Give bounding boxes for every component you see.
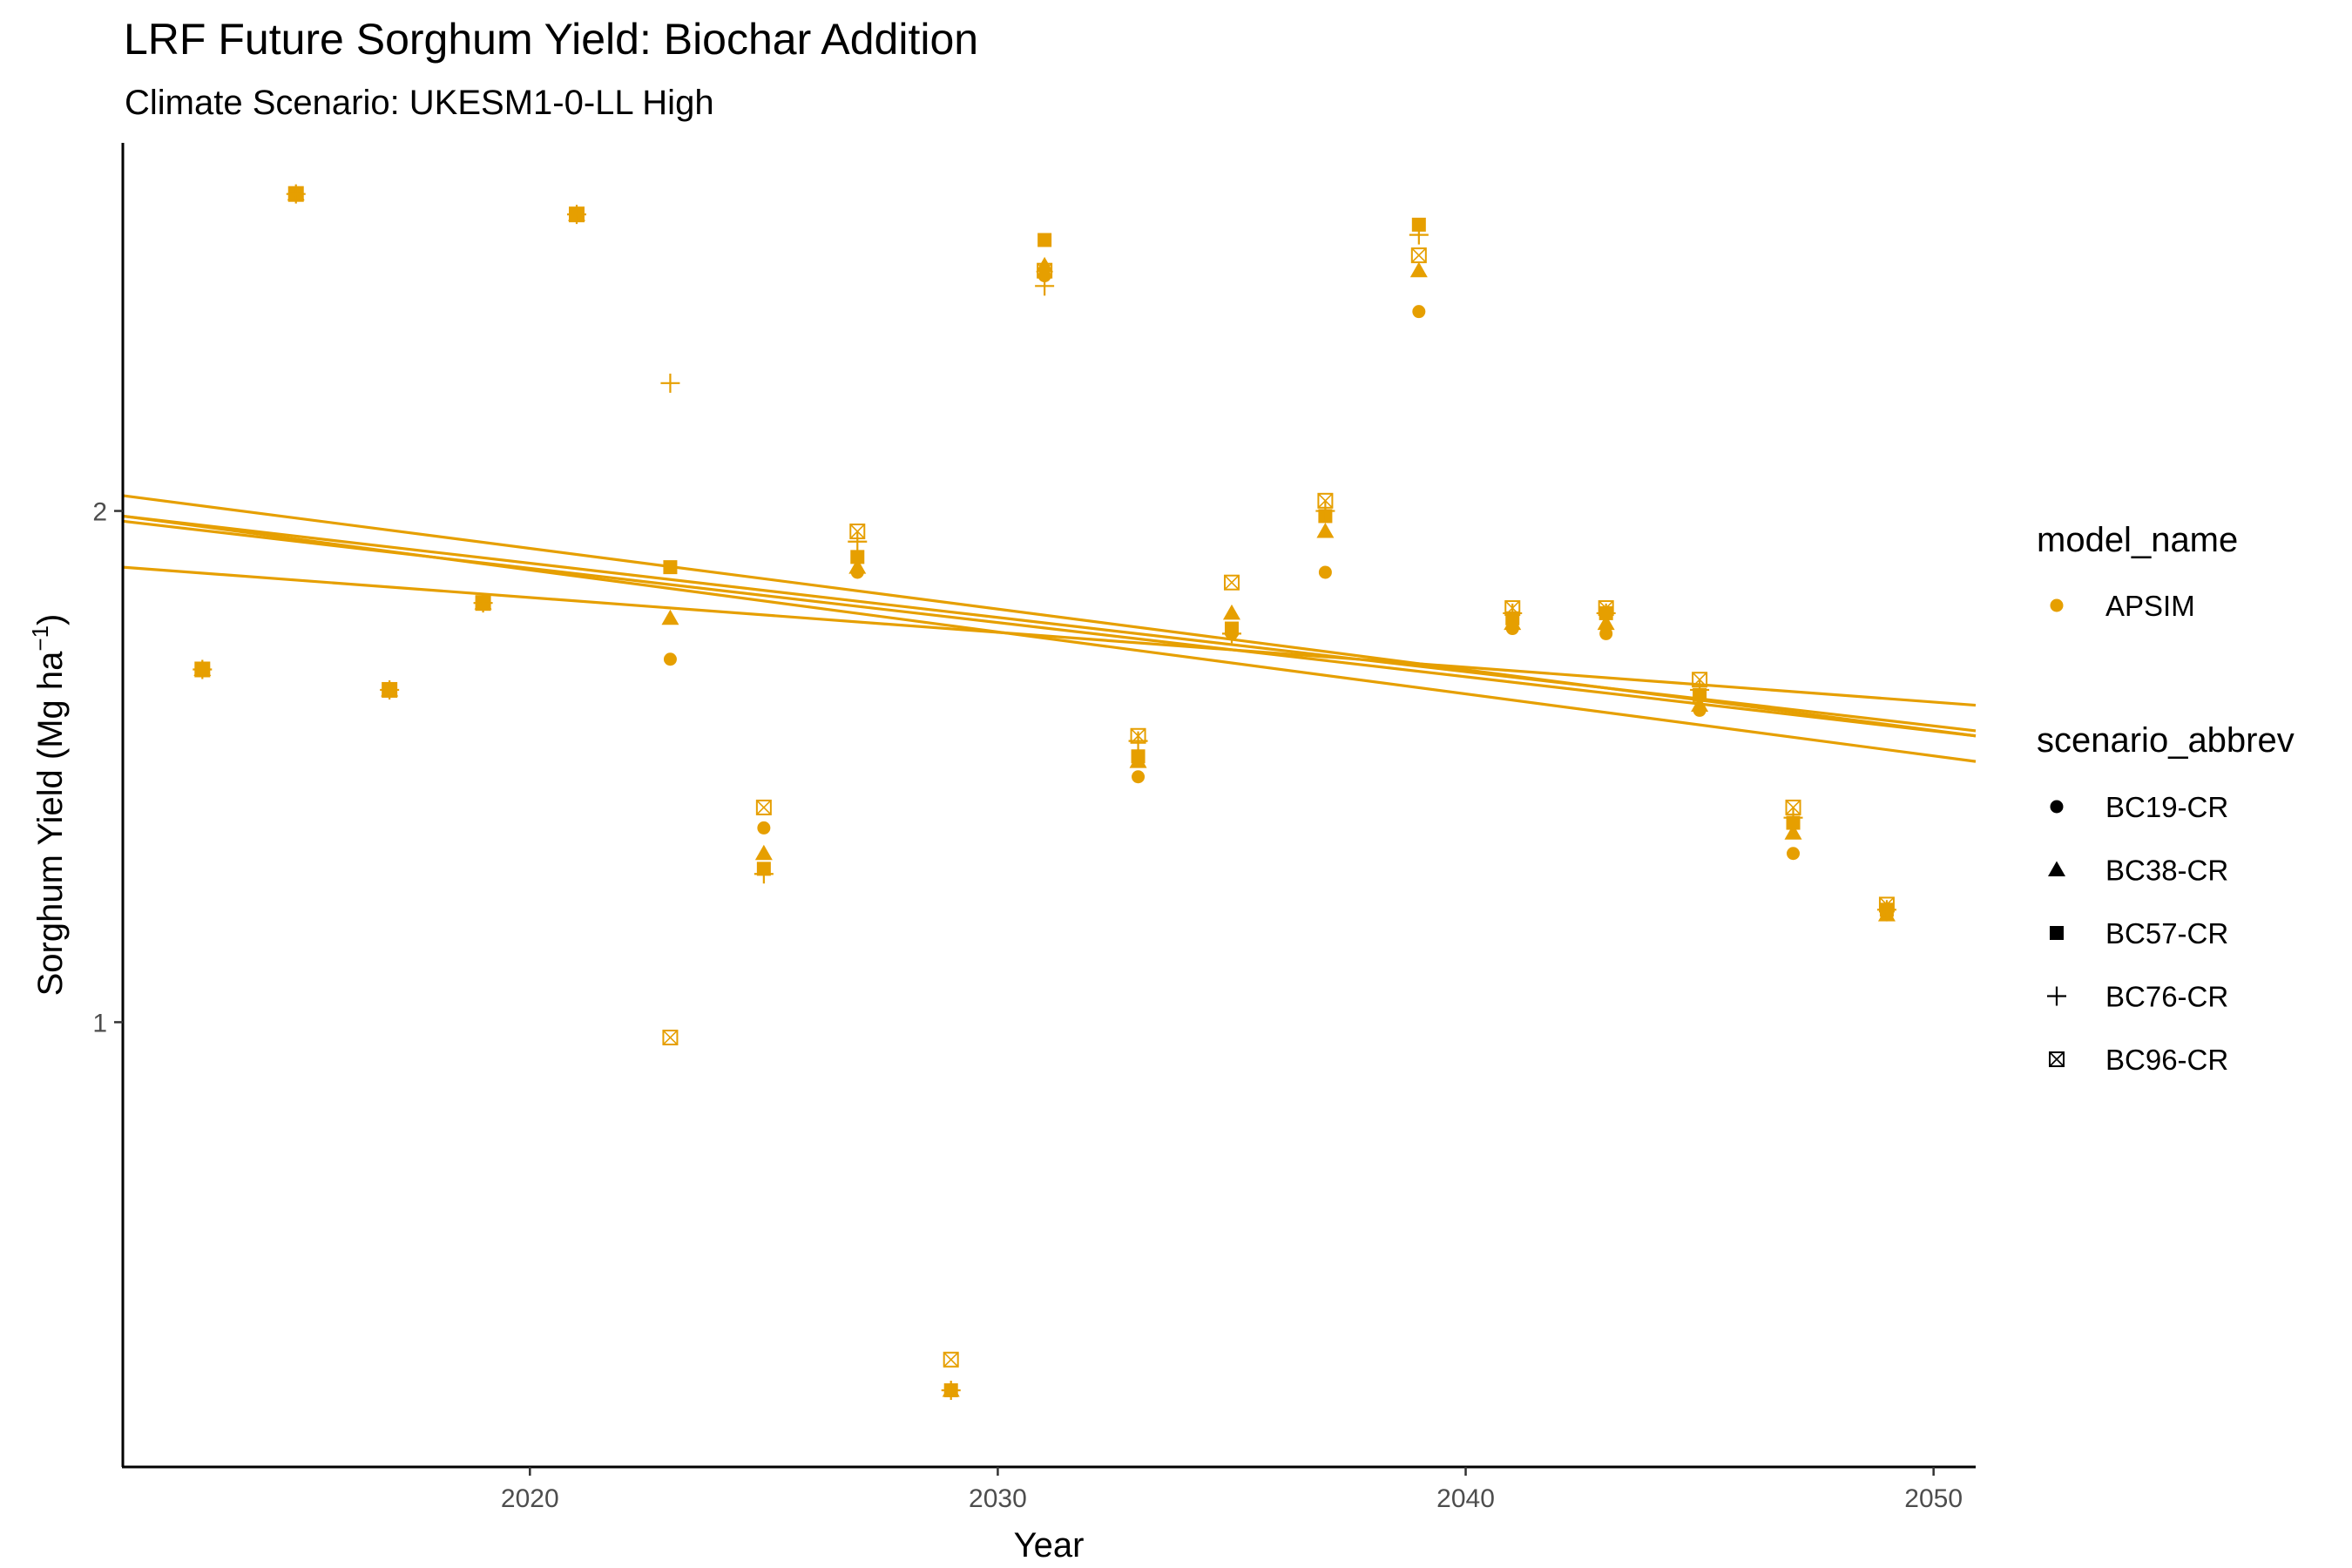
x-tick-label: 2050 (1904, 1484, 1963, 1513)
legend-scenario-abbrev: scenario_abbrev BC19-CR BC38-CR BC57-CR BC7… (2037, 721, 2295, 1076)
data-point-bc96-cr (849, 524, 866, 540)
y-tick-label: 2 (92, 498, 107, 527)
data-point-bc76-cr (1409, 225, 1429, 245)
legend-scenario-label: BC76-CR (2105, 981, 2228, 1013)
data-point-bc57-cr (1037, 233, 1052, 247)
y-axis-title-close: ) (31, 614, 70, 625)
data-point-bc96-cr (943, 1351, 959, 1368)
data-point-bc76-cr (1221, 624, 1241, 644)
data-point-bc96-cr (662, 1030, 679, 1046)
legend-scenario-key-bc57-cr (2050, 926, 2064, 940)
data-point-bc19-cr (1787, 847, 1801, 861)
y-axis-title: Sorghum Yield (Mg ha−1) (27, 614, 70, 997)
data-point-bc76-cr (1783, 808, 1803, 828)
data-point-bc19-cr (1412, 305, 1426, 319)
chart-subtitle: Climate Scenario: UKESM1-0-LL High (125, 84, 714, 122)
data-point-bc38-cr (1409, 261, 1428, 278)
data-point-bc96-cr (194, 661, 211, 678)
y-tick-label: 1 (92, 1009, 107, 1037)
y-axis-title-main: Sorghum Yield (Mg ha (31, 651, 70, 997)
data-point-bc76-cr (1690, 679, 1710, 700)
data-point-bc96-cr (1410, 247, 1427, 264)
data-point-bc96-cr (1692, 672, 1708, 688)
data-point-bc19-cr (1318, 565, 1332, 579)
legend-model-key (2050, 598, 2064, 612)
trend-line-5 (122, 565, 1977, 707)
x-tick-label: 2030 (969, 1484, 1027, 1513)
y-axis-ticks: 12 (92, 498, 123, 1037)
data-point-bc76-cr (754, 864, 774, 884)
data-point-bc38-cr (848, 558, 867, 574)
data-point-bc76-cr (941, 1380, 961, 1400)
data-point-bc76-cr (1315, 501, 1335, 521)
legend-scenario-label: BC96-CR (2105, 1044, 2228, 1076)
data-point-bc38-cr (1691, 696, 1709, 713)
data-point-bc38-cr (1222, 604, 1240, 620)
data-point-bc38-cr (661, 609, 679, 625)
data-point-bc19-cr (1599, 626, 1613, 640)
x-axis-title: Year (1014, 1526, 1085, 1565)
legend-scenario-title: scenario_abbrev (2037, 721, 2295, 760)
data-point-bc96-cr (1878, 896, 1895, 913)
legend-scenario-key-bc96-cr (2049, 1051, 2065, 1067)
legend-scenario-key-bc76-cr (2047, 986, 2066, 1006)
data-point-bc96-cr (569, 206, 585, 223)
data-point-bc38-cr (1784, 824, 1802, 840)
data-point-bc57-cr (1411, 217, 1426, 232)
data-point-bc96-cr (1037, 262, 1053, 279)
x-tick-label: 2040 (1436, 1484, 1495, 1513)
data-point-bc96-cr (1223, 574, 1240, 591)
data-point-bc96-cr (1130, 727, 1146, 744)
plot-area (122, 184, 1977, 1400)
legend-model-title: model_name (2037, 521, 2238, 559)
data-point-bc96-cr (1785, 799, 1801, 815)
trend-line-3 (122, 514, 1977, 733)
data-point-bc96-cr (287, 186, 304, 202)
legend-scenario-label: BC19-CR (2105, 791, 2228, 823)
legend-scenario-key-bc38-cr (2048, 861, 2065, 876)
legend-scenario-label: BC57-CR (2105, 917, 2228, 950)
data-point-bc38-cr (754, 844, 773, 861)
chart-title: LRF Future Sorghum Yield: Biochar Additi… (124, 15, 978, 64)
data-point-bc57-cr (1131, 749, 1146, 764)
data-point-bc96-cr (382, 681, 398, 698)
data-point-bc76-cr (660, 373, 680, 393)
data-point-bc57-cr (850, 550, 865, 564)
data-point-bc96-cr (475, 595, 491, 612)
x-axis-ticks: 2020 2030 2040 2050 (501, 1467, 1963, 1513)
data-point-bc19-cr (1037, 269, 1051, 283)
legend-model-name: model_name APSIM (2037, 521, 2238, 622)
legend-scenario-label: BC38-CR (2105, 855, 2228, 887)
data-point-bc96-cr (1598, 600, 1614, 617)
y-axis-title-sup: −1 (27, 625, 53, 652)
data-point-bc19-cr (663, 652, 677, 666)
data-point-bc96-cr (1317, 492, 1334, 509)
data-point-bc19-cr (1132, 770, 1146, 784)
trend-line-4 (122, 519, 1977, 738)
data-point-bc76-cr (1035, 276, 1055, 296)
legend-model-label: APSIM (2105, 590, 2195, 622)
data-point-bc38-cr (1316, 523, 1335, 538)
data-point-bc57-cr (663, 560, 678, 575)
legend-scenario-key-bc19-cr (2050, 800, 2064, 814)
data-point-bc19-cr (757, 821, 771, 835)
data-point-bc96-cr (1504, 600, 1521, 617)
data-point-bc76-cr (848, 531, 868, 551)
x-tick-label: 2020 (501, 1484, 559, 1513)
data-point-bc96-cr (755, 799, 772, 815)
